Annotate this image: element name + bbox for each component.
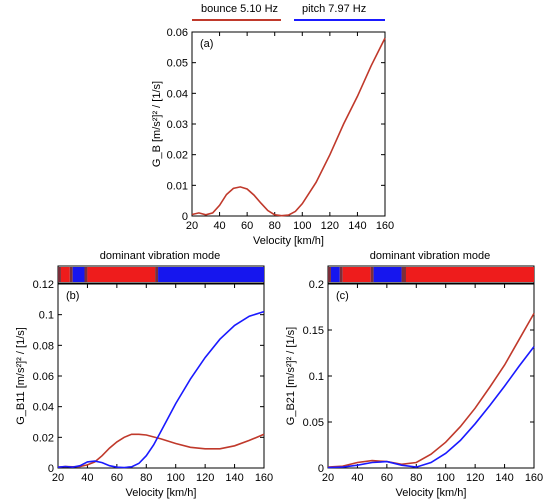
y-tick-label: 0.04 (167, 88, 188, 100)
y-tick-label: 0 (48, 463, 54, 475)
y-tick-label: 0.15 (303, 325, 324, 337)
mode-band-segment-pitch (158, 267, 264, 282)
chart-panel-b: dominant vibration mode 20 40 60 80 100 120 14… (15, 250, 273, 499)
x-tick-label: 20 (322, 472, 334, 484)
x-tick-label: 60 (241, 220, 253, 232)
mode-band-segment-bounce (405, 267, 534, 282)
y-tick-label: 0.02 (167, 150, 188, 162)
x-axis-label: Velocity [km/h] (396, 487, 467, 499)
y-tick-label: 0 (318, 463, 324, 475)
panel-label: (c) (336, 290, 349, 302)
y-axis-label: G_B21 [m/s²]² / [1/s] (285, 327, 297, 425)
x-tick-label: 40 (81, 472, 93, 484)
x-tick-label: 140 (225, 472, 243, 484)
mode-band-segment-pitch (72, 267, 85, 282)
x-tick-label: 20 (186, 220, 198, 232)
x-tick-label: 80 (410, 472, 422, 484)
series-line-pitch (57, 310, 265, 469)
x-tick-label: 100 (167, 472, 185, 484)
mode-band-segment-dark (58, 267, 61, 282)
x-tick-label: 40 (351, 472, 363, 484)
panel-label: (b) (66, 290, 79, 302)
x-tick-label: 120 (321, 220, 339, 232)
y-tick-label: 0.05 (167, 58, 188, 70)
mode-band-segment-bounce (342, 267, 371, 282)
x-tick-label: 20 (52, 472, 64, 484)
panel-label: (a) (200, 38, 213, 50)
axes-box (191, 31, 386, 217)
x-tick-label: 60 (381, 472, 393, 484)
y-tick-label: 0.02 (33, 432, 54, 444)
y-tick-label: 0.03 (167, 119, 188, 131)
x-tick-label: 100 (437, 472, 455, 484)
y-tick-label: 0.06 (167, 27, 188, 39)
mode-band-segment-dark (401, 267, 406, 282)
mode-band-segment-dark (370, 267, 374, 282)
legend: bounce 5.10 Hz pitch 7.97 Hz (192, 3, 385, 21)
mode-band-segment-dark (84, 267, 88, 282)
y-tick-label: 0.01 (167, 180, 188, 192)
x-tick-label: 140 (348, 220, 366, 232)
chart-panel-a: 20 40 60 80 100 120 140 160 0 0.01 0.02 0.03 0.04 0.0… (151, 27, 394, 247)
y-tick-label: 0.05 (303, 417, 324, 429)
y-tick-label: 0.1 (39, 310, 54, 322)
y-tick-label: 0.1 (309, 371, 324, 383)
mode-band-segment-bounce (87, 267, 156, 282)
y-axis-label: G_B11 [m/s²]² / [1/s] (15, 327, 27, 425)
series-line-bounce (57, 433, 265, 468)
mode-band-segment-pitch (330, 267, 340, 282)
mode-band-segment-dark (339, 267, 343, 282)
y-tick-label: 0.12 (33, 279, 54, 291)
x-tick-label: 80 (269, 220, 281, 232)
x-tick-label: 80 (140, 472, 152, 484)
x-tick-label: 120 (196, 472, 214, 484)
panel-b-band-title: dominant vibration mode (100, 250, 220, 262)
y-tick-label: 0.06 (33, 371, 54, 383)
x-tick-label: 40 (213, 220, 225, 232)
axes-box (327, 283, 535, 469)
chart-panel-c: dominant vibration mode 20 40 60 80 100 120 14… (285, 250, 543, 499)
mode-band-segment-dark (155, 267, 159, 282)
x-tick-label: 100 (293, 220, 311, 232)
series-line-bounce (327, 313, 535, 468)
mode-band-segment-dark (328, 267, 331, 282)
mode-band-segment-pitch (373, 267, 402, 282)
x-tick-label: 120 (466, 472, 484, 484)
y-tick-label: 0.04 (33, 402, 54, 414)
mode-band-segment-dark (69, 267, 73, 282)
x-axis-label: Velocity [km/h] (253, 235, 324, 247)
mode-band-segment-bounce (60, 267, 70, 282)
x-tick-label: 140 (495, 472, 513, 484)
legend-bounce-label: bounce 5.10 Hz (201, 3, 278, 15)
y-tick-label: 0 (182, 211, 188, 223)
legend-pitch-label: pitch 7.97 Hz (302, 3, 366, 15)
x-tick-label: 60 (111, 472, 123, 484)
y-tick-label: 0.2 (309, 279, 324, 291)
x-tick-label: 160 (255, 472, 273, 484)
series-line-pitch (327, 346, 535, 469)
y-axis-label: G_B [m/s²]² / [1/s] (151, 81, 163, 167)
y-tick-label: 0.08 (33, 340, 54, 352)
panel-c-band-title: dominant vibration mode (370, 250, 490, 262)
x-tick-label: 160 (525, 472, 543, 484)
x-axis-label: Velocity [km/h] (126, 487, 197, 499)
x-tick-label: 160 (376, 220, 394, 232)
series-line-bounce (191, 37, 386, 217)
axes-box (57, 283, 265, 469)
